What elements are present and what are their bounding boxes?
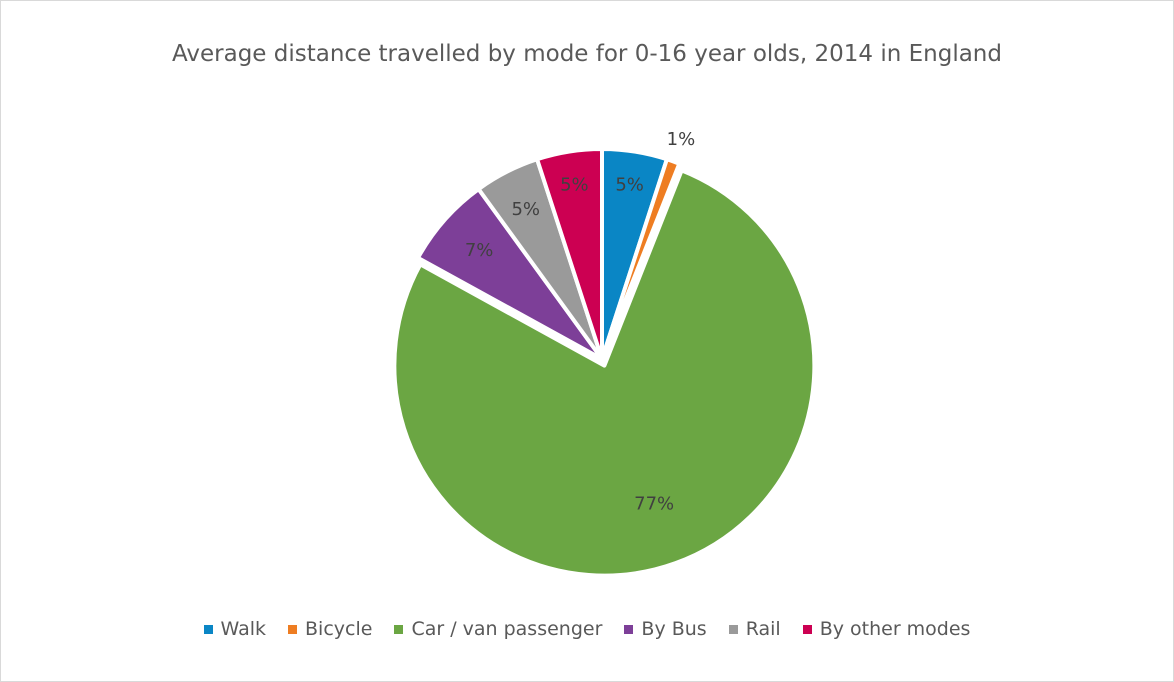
legend: Walk Bicycle Car / van passenger By Bus Rail… — [1, 618, 1173, 640]
legend-swatch — [203, 624, 213, 634]
legend-label: By other modes — [819, 618, 971, 640]
data-label-walk: 5% — [615, 174, 644, 195]
legend-label: Car / van passenger — [411, 618, 603, 640]
legend-swatch — [394, 624, 404, 634]
legend-item-bicycle: Bicycle — [288, 618, 372, 640]
legend-item-walk: Walk — [203, 618, 267, 640]
legend-item-car-van-passenger: Car / van passenger — [394, 618, 602, 640]
legend-item-by-other-modes: By other modes — [802, 618, 971, 640]
data-label-rail: 5% — [511, 199, 540, 220]
legend-swatch — [288, 624, 298, 634]
legend-label: Bicycle — [305, 618, 373, 640]
pie-slice-car-van-passenger — [392, 168, 817, 578]
legend-swatch — [624, 624, 634, 634]
pie-slice-bicycle — [600, 157, 682, 361]
data-label-bicycle: 1% — [667, 129, 696, 150]
legend-item-by-bus: By Bus — [624, 618, 707, 640]
legend-swatch — [802, 624, 812, 634]
legend-label: Rail — [745, 618, 781, 640]
data-label-car-van-passenger: 77% — [634, 493, 674, 514]
legend-label: Walk — [220, 618, 267, 640]
data-label-by-other-modes: 5% — [560, 174, 589, 195]
legend-label: By Bus — [641, 618, 707, 640]
chart-title: Average distance travelled by mode for 0… — [172, 41, 1002, 67]
legend-swatch — [728, 624, 738, 634]
legend-item-rail: Rail — [728, 618, 781, 640]
pie-slice-by-other-modes — [535, 147, 604, 361]
data-label-by-bus: 7% — [465, 240, 494, 261]
